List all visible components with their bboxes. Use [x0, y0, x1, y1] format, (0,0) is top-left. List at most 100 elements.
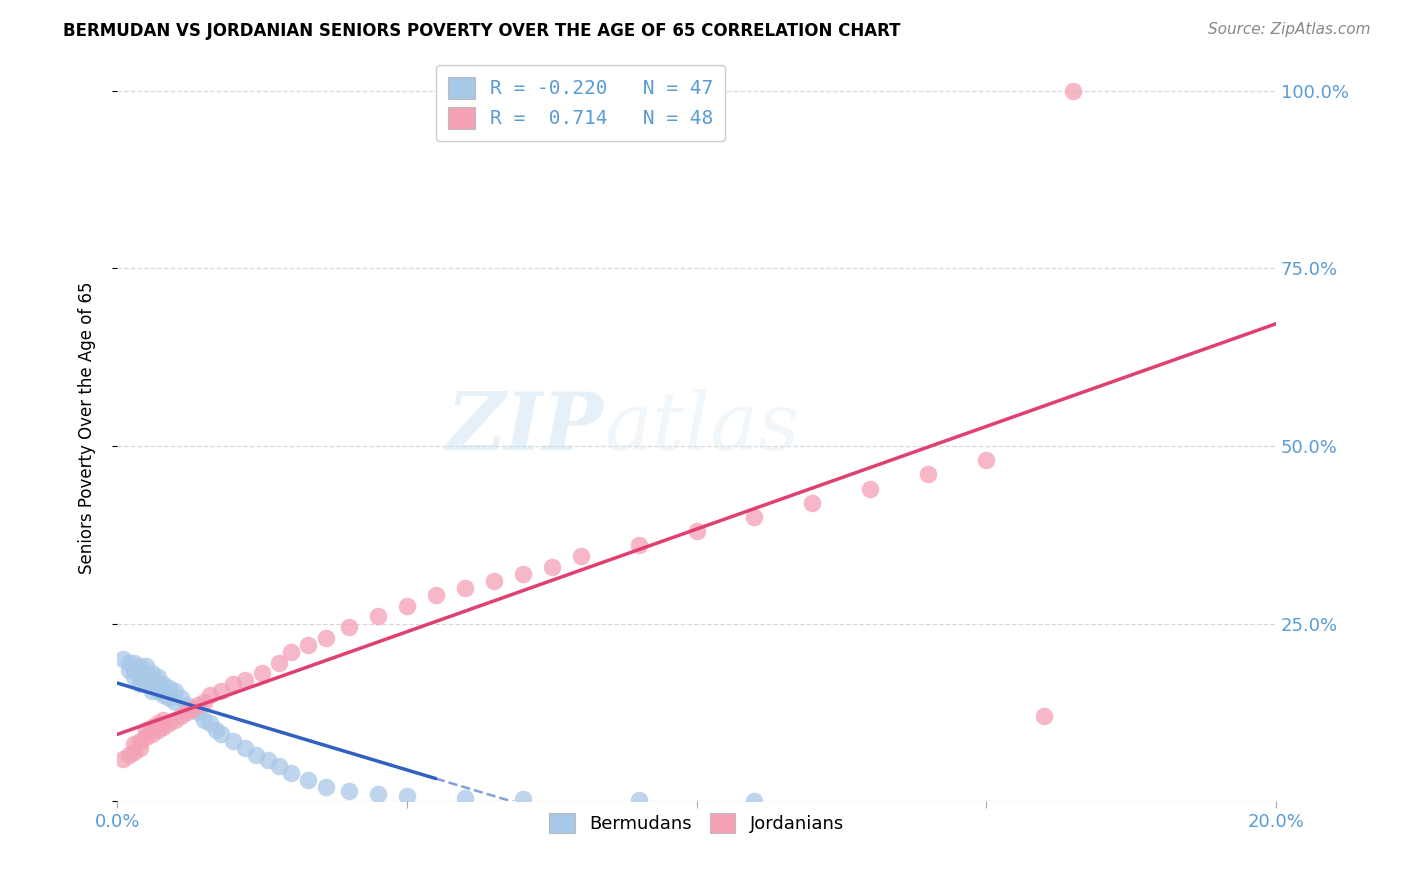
Point: [124, 656, 146, 670]
Point: [135, 659, 157, 673]
Point: [250, 666, 273, 681]
Point: [627, 538, 650, 552]
Point: [135, 723, 157, 738]
Point: [124, 670, 146, 684]
Point: [198, 716, 221, 731]
Point: [395, 599, 418, 613]
Text: atlas: atlas: [603, 390, 799, 467]
Point: [974, 453, 997, 467]
Point: [129, 677, 152, 691]
Point: [222, 677, 245, 691]
Point: [540, 559, 562, 574]
Point: [280, 645, 302, 659]
Point: [152, 713, 174, 727]
Point: [146, 670, 169, 684]
Point: [129, 734, 152, 748]
Point: [269, 656, 291, 670]
Point: [859, 482, 882, 496]
Point: [193, 713, 215, 727]
Text: ZIP: ZIP: [447, 390, 603, 467]
Point: [482, 574, 505, 588]
Point: [297, 772, 319, 787]
Point: [337, 783, 360, 797]
Text: BERMUDAN VS JORDANIAN SENIORS POVERTY OVER THE AGE OF 65 CORRELATION CHART: BERMUDAN VS JORDANIAN SENIORS POVERTY OV…: [63, 22, 901, 40]
Point: [135, 677, 157, 691]
Point: [124, 738, 146, 752]
Point: [297, 638, 319, 652]
Point: [425, 588, 447, 602]
Point: [163, 713, 186, 727]
Point: [129, 659, 152, 673]
Point: [157, 691, 180, 706]
Point: [181, 702, 204, 716]
Point: [152, 688, 174, 702]
Point: [170, 709, 193, 723]
Point: [209, 684, 232, 698]
Point: [141, 727, 163, 741]
Point: [176, 706, 198, 720]
Point: [512, 792, 534, 806]
Point: [198, 688, 221, 702]
Point: [315, 780, 337, 794]
Point: [187, 706, 209, 720]
Point: [395, 789, 418, 803]
Point: [337, 620, 360, 634]
Point: [170, 691, 193, 706]
Point: [209, 727, 232, 741]
Y-axis label: Seniors Poverty Over the Age of 65: Seniors Poverty Over the Age of 65: [79, 282, 96, 574]
Point: [454, 790, 477, 805]
Point: [367, 787, 389, 801]
Point: [222, 734, 245, 748]
Point: [181, 702, 204, 716]
Point: [454, 581, 477, 595]
Text: Source: ZipAtlas.com: Source: ZipAtlas.com: [1208, 22, 1371, 37]
Point: [245, 747, 267, 762]
Point: [146, 716, 169, 731]
Point: [124, 744, 146, 758]
Point: [141, 720, 163, 734]
Point: [569, 549, 592, 563]
Point: [141, 673, 163, 688]
Point: [367, 609, 389, 624]
Point: [176, 698, 198, 713]
Point: [280, 765, 302, 780]
Point: [124, 663, 146, 677]
Point: [157, 681, 180, 695]
Point: [146, 684, 169, 698]
Point: [129, 741, 152, 756]
Point: [146, 677, 169, 691]
Point: [118, 747, 141, 762]
Point: [187, 698, 209, 713]
Point: [135, 731, 157, 745]
Point: [233, 741, 256, 756]
Point: [801, 496, 824, 510]
Point: [111, 751, 134, 765]
Point: [917, 467, 939, 482]
Point: [1062, 84, 1084, 98]
Point: [744, 793, 766, 807]
Point: [163, 695, 186, 709]
Point: [129, 670, 152, 684]
Point: [204, 723, 226, 738]
Point: [1033, 709, 1056, 723]
Point: [152, 677, 174, 691]
Point: [163, 684, 186, 698]
Point: [315, 631, 337, 645]
Point: [256, 753, 278, 767]
Point: [233, 673, 256, 688]
Point: [152, 720, 174, 734]
Point: [135, 666, 157, 681]
Point: [118, 663, 141, 677]
Point: [512, 566, 534, 581]
Point: [141, 684, 163, 698]
Point: [146, 723, 169, 738]
Point: [193, 695, 215, 709]
Point: [141, 666, 163, 681]
Point: [157, 716, 180, 731]
Legend: Bermudans, Jordanians: Bermudans, Jordanians: [543, 805, 851, 841]
Point: [118, 656, 141, 670]
Point: [627, 793, 650, 807]
Point: [269, 758, 291, 772]
Point: [685, 524, 707, 539]
Point: [111, 652, 134, 666]
